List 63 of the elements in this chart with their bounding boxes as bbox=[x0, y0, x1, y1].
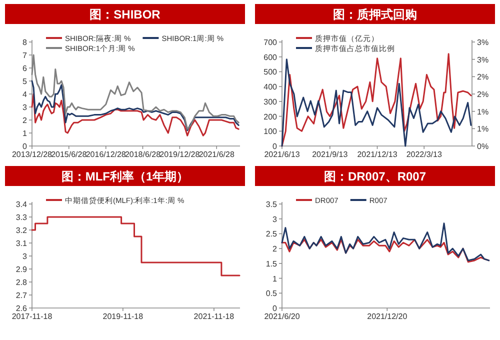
x-tick-label: 2021-11-18 bbox=[194, 312, 235, 321]
line-series bbox=[281, 222, 490, 262]
y-tick-label: 2.8 bbox=[16, 278, 28, 287]
chart-title: 图：DR007、R007 bbox=[324, 170, 426, 184]
y-tick-label: 2 bbox=[22, 116, 28, 125]
y-tick-label: 0 bbox=[272, 304, 278, 313]
y-tick-label: 3.4 bbox=[16, 200, 28, 209]
x-tick-label: 2021/6/13 bbox=[264, 150, 300, 159]
y2-tick-label: 2% bbox=[477, 90, 489, 99]
y-tick-label: 2 bbox=[272, 244, 278, 254]
y-tick-label: 2.5 bbox=[266, 230, 278, 239]
x-tick-label: 2021/6/20 bbox=[264, 312, 300, 321]
x-tick-label: 2021/12/20 bbox=[367, 312, 408, 321]
x-tick-label: 2017-11-18 bbox=[12, 312, 53, 321]
y2-tick-label: 3% bbox=[477, 38, 489, 47]
chart-title: 图：质押式回购 bbox=[333, 8, 417, 22]
y-tick-label: 0.5 bbox=[266, 289, 278, 298]
x-tick-label: 2018/6/28 bbox=[124, 150, 162, 159]
y-tick-label: 700 bbox=[264, 38, 278, 47]
line-series bbox=[31, 93, 240, 136]
y2-tick-label: 1% bbox=[477, 107, 489, 116]
y-tick-label: 600 bbox=[264, 52, 278, 62]
y-tick-label: 3.3 bbox=[16, 213, 28, 222]
x-tick-label: 2019/12/28 bbox=[160, 150, 200, 159]
x-tick-label: 2015/6/28 bbox=[51, 150, 88, 159]
y-tick-label: 3.5 bbox=[266, 200, 278, 209]
y-tick-label: 1.5 bbox=[266, 259, 278, 268]
chart-title: 图：MLF利率（1年期） bbox=[61, 170, 189, 184]
y-tick-label: 100 bbox=[264, 127, 278, 136]
y-tick-label: 6 bbox=[22, 64, 28, 73]
y-tick-label: 3 bbox=[272, 214, 278, 224]
y-tick-label: 4 bbox=[22, 90, 28, 99]
y-tick-label: 1 bbox=[22, 129, 28, 138]
x-tick-label: 2013/12/28 bbox=[12, 150, 53, 159]
y-tick-label: 5 bbox=[22, 77, 28, 86]
x-tick-label: 2022/3/13 bbox=[406, 150, 442, 159]
chart-title: 图：SHIBOR bbox=[90, 8, 161, 22]
y2-tick-label: 0% bbox=[477, 142, 489, 151]
x-tick-label: 2016/12/28 bbox=[86, 150, 126, 159]
y-tick-label: 400 bbox=[264, 82, 278, 92]
y2-tick-label: 2% bbox=[477, 72, 489, 82]
y2-tick-label: 1% bbox=[477, 124, 489, 134]
y-tick-label: 3.1 bbox=[16, 239, 28, 248]
y-tick-label: 2.6 bbox=[16, 304, 28, 313]
y-tick-label: 3.2 bbox=[16, 226, 28, 235]
x-tick-label: 2021/9/13 bbox=[312, 150, 348, 159]
y-tick-label: 500 bbox=[264, 68, 278, 77]
line-series bbox=[31, 80, 240, 132]
y-tick-label: 200 bbox=[264, 112, 278, 122]
y-tick-label: 3 bbox=[22, 252, 28, 261]
x-tick-label: 2021/12/13 bbox=[357, 150, 398, 159]
y-tick-label: 7 bbox=[22, 51, 28, 60]
y-tick-label: 8 bbox=[22, 38, 28, 47]
y-tick-label: 2.9 bbox=[16, 265, 28, 274]
y-tick-label: 2.7 bbox=[16, 291, 28, 300]
x-tick-label: 2021/6/28 bbox=[198, 150, 235, 159]
y-tick-label: 3 bbox=[22, 103, 28, 112]
y2-tick-label: 3% bbox=[477, 55, 489, 64]
y-tick-label: 1 bbox=[272, 274, 278, 284]
y-tick-label: 0 bbox=[22, 142, 28, 151]
y-tick-label: 300 bbox=[264, 97, 278, 106]
x-tick-label: 2019-11-18 bbox=[102, 312, 144, 321]
y-tick-label: 0 bbox=[272, 142, 278, 151]
